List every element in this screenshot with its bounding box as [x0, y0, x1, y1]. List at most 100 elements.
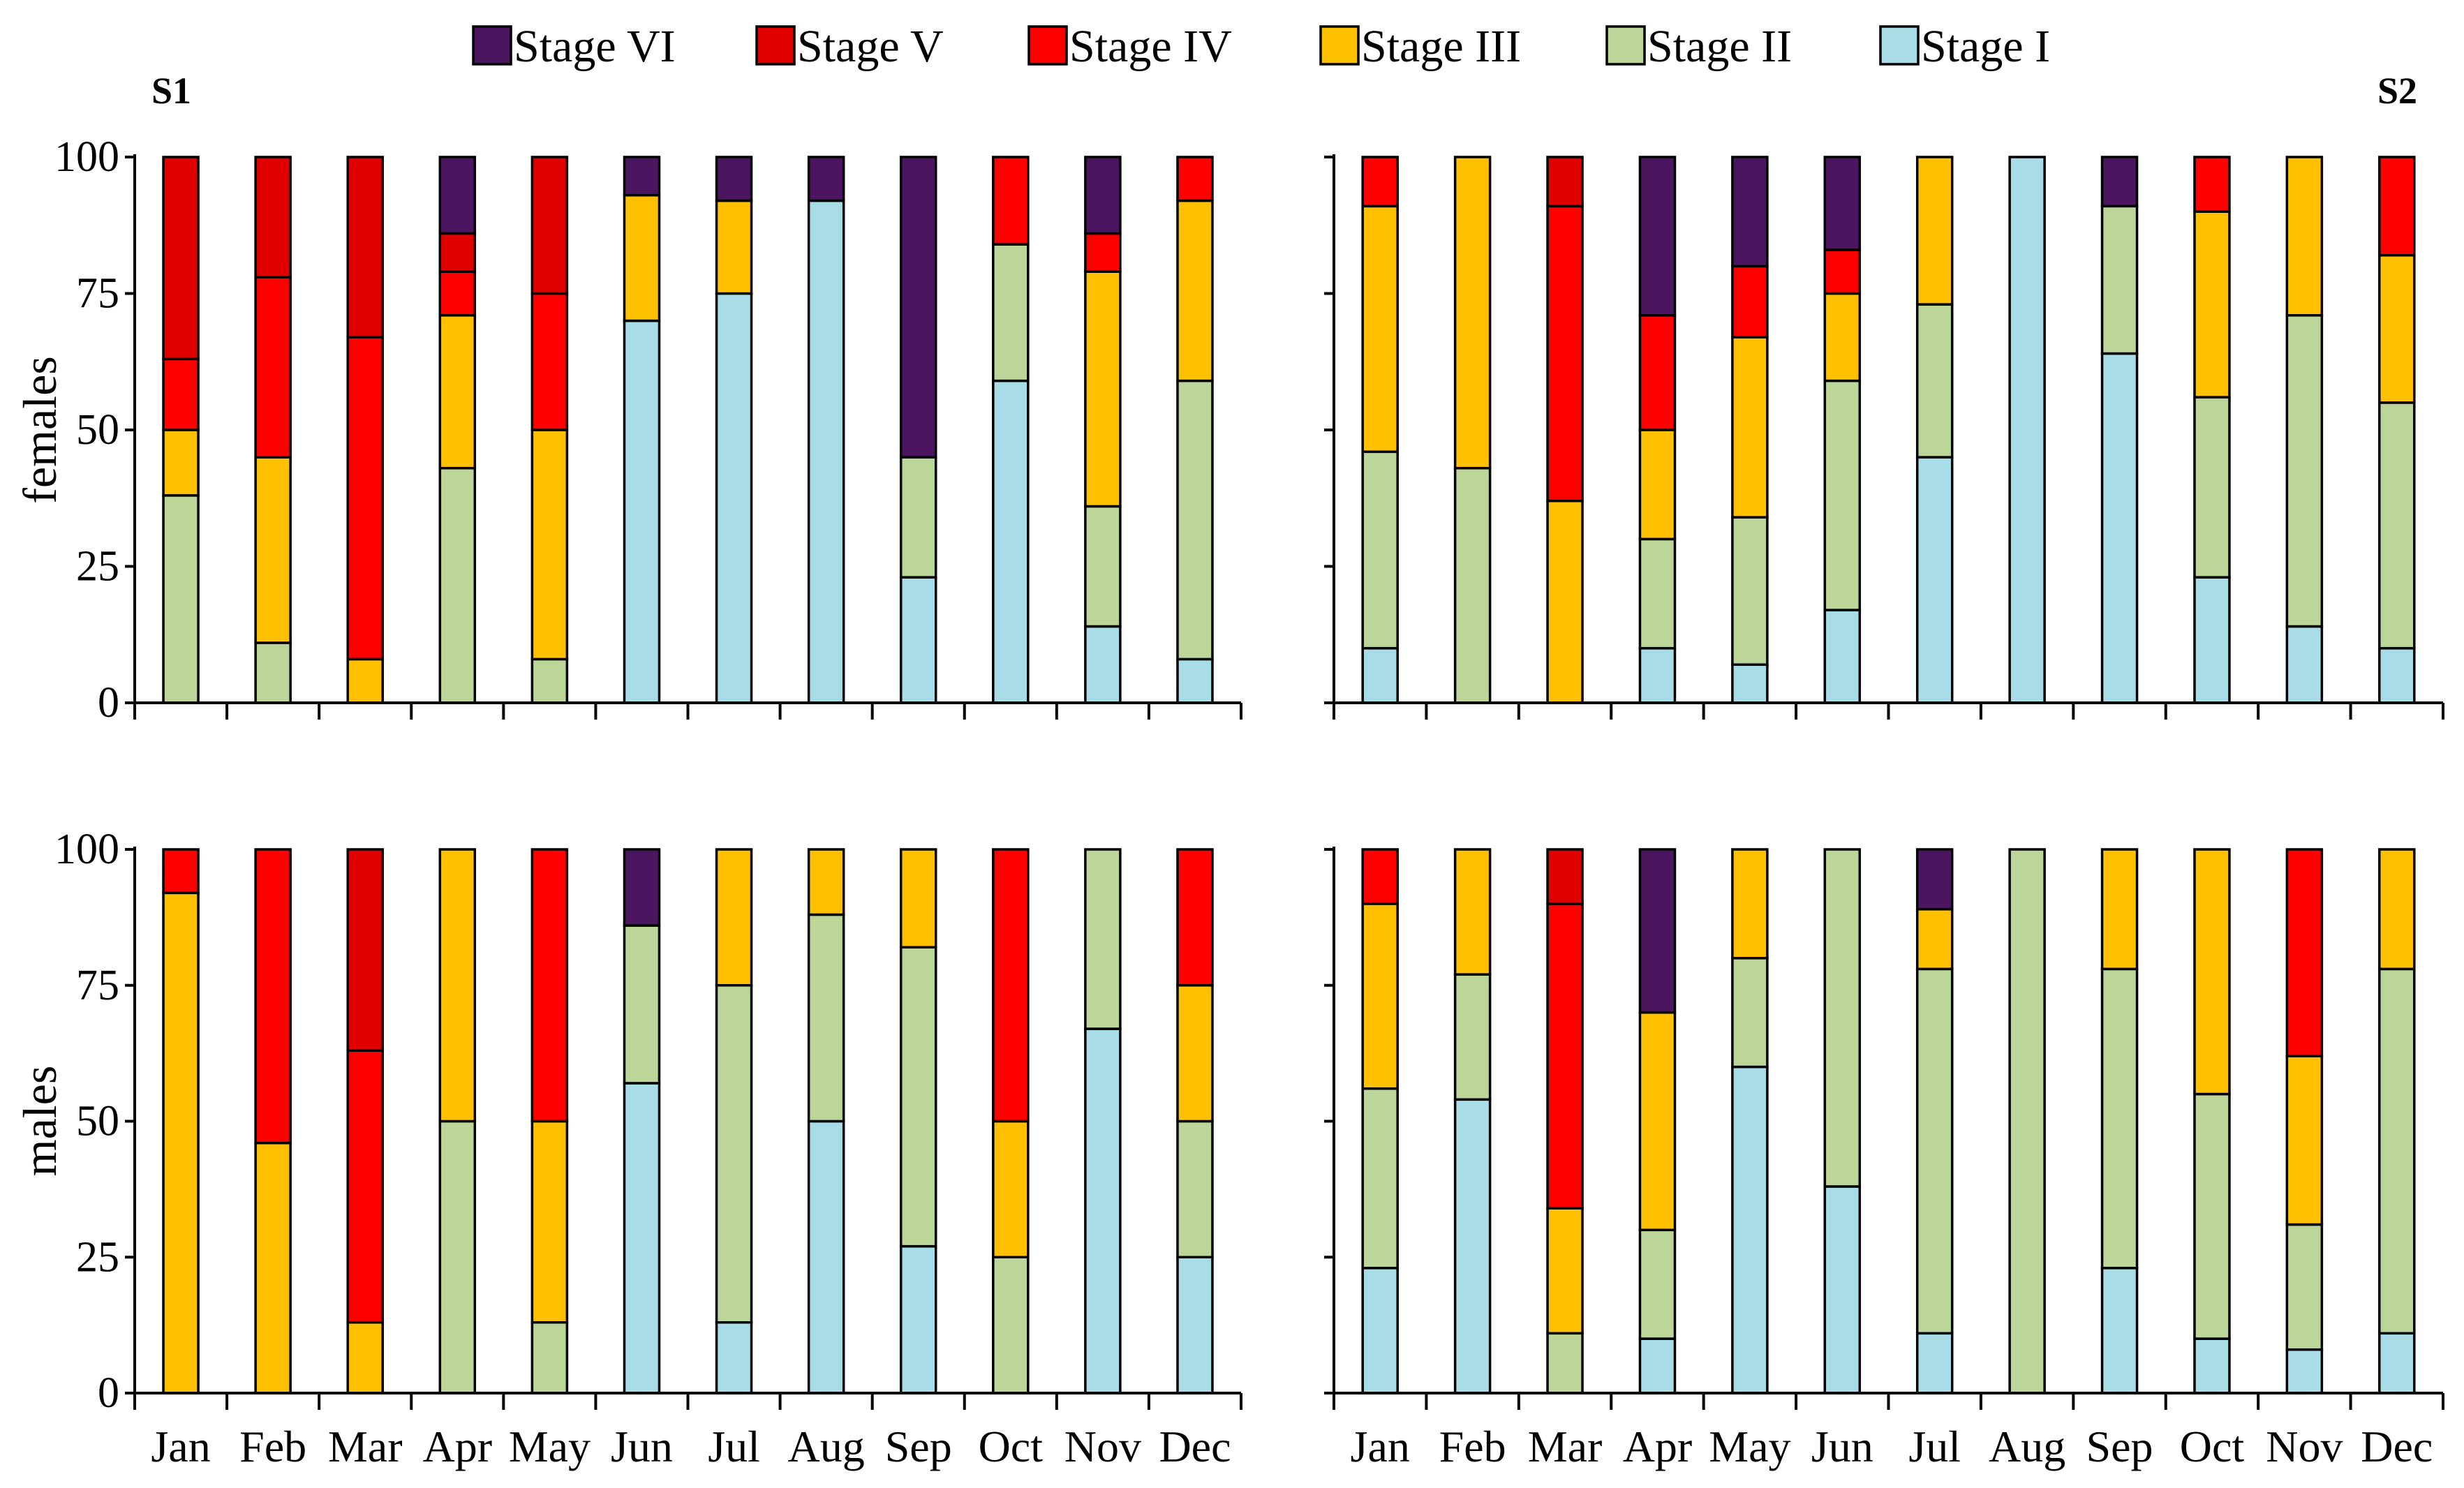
bar-segment-stage-i	[2100, 1267, 2139, 1394]
legend-item-stage-v: Stage V	[755, 21, 944, 72]
bar-segment-stage-iv	[1638, 314, 1677, 431]
bar-may	[1731, 848, 1769, 1394]
bar-segment-stage-iii	[438, 848, 477, 1123]
bar-segment-stage-i	[623, 1082, 661, 1394]
legend-swatch	[1319, 25, 1360, 66]
bar-segment-stage-i	[1638, 1337, 1677, 1394]
bar-segment-stage-i	[2100, 352, 2139, 704]
legend-label: Stage III	[1361, 21, 1521, 72]
bar-segment-stage-ii	[2008, 848, 2046, 1394]
bar-segment-stage-iii	[254, 1141, 292, 1394]
bar-segment-stage-iii	[899, 848, 937, 948]
bar-segment-stage-iv	[992, 156, 1030, 246]
bar-segment-stage-ii	[1915, 967, 1954, 1335]
bar-apr	[1638, 848, 1677, 1394]
bar-segment-stage-ii	[1453, 973, 1492, 1101]
panel-s1-males: 0 25 50 75 100 Jan Feb Mar Apr May Jun Jul Aug Sep Oct…	[13, 826, 1242, 1471]
bar-segment-stage-vi	[623, 848, 661, 927]
bar-segment-stage-iv	[346, 336, 384, 661]
bar-segment-stage-ii	[2193, 1092, 2231, 1340]
bar-segment-stage-ii	[1084, 848, 1122, 1030]
bar-segment-stage-ii	[1176, 1119, 1214, 1258]
bar-segment-stage-ii	[623, 924, 661, 1085]
bar-may	[530, 848, 569, 1394]
bar-jan	[1361, 156, 1399, 704]
legend-label: Stage VI	[514, 21, 676, 72]
bar-segment-stage-ii	[530, 657, 569, 704]
y-axis-label: females	[13, 356, 66, 503]
site-label: S1	[151, 70, 191, 112]
bar-segment-stage-vi	[899, 156, 937, 459]
bar-segment-stage-ii	[1731, 516, 1769, 667]
bar-segment-stage-iii	[346, 1320, 384, 1394]
bar-nov	[1084, 848, 1122, 1394]
y-tick-label: 50	[76, 406, 119, 454]
legend-label: Stage V	[797, 21, 944, 72]
bar-aug	[2008, 156, 2046, 704]
bar-apr	[438, 156, 477, 704]
x-tick-label: Sep	[885, 1422, 952, 1471]
bar-segment-stage-iv	[1176, 156, 1214, 202]
x-tick-label: Feb	[239, 1422, 306, 1471]
bar-segment-stage-i	[1176, 1256, 1214, 1394]
bar-segment-stage-iii	[2285, 156, 2324, 317]
bar-segment-stage-ii	[2378, 401, 2416, 650]
bar-jun	[623, 156, 661, 704]
bar-segment-stage-i	[807, 1119, 845, 1394]
bar-segment-stage-i	[1176, 657, 1214, 704]
bar-segment-stage-iii	[1176, 199, 1214, 382]
bar-segment-stage-iii	[162, 429, 200, 497]
bar-aug	[807, 156, 845, 704]
bar-segment-stage-v	[162, 156, 200, 361]
bar-segment-stage-iv	[346, 1049, 384, 1324]
bar-mar	[1546, 156, 1584, 704]
bar-segment-stage-iii	[2100, 848, 2139, 971]
bar-nov	[2285, 156, 2324, 704]
bar-segment-stage-vi	[1638, 156, 1677, 317]
legend: Stage VI Stage V Stage IV Stage III Stage II…	[472, 21, 2050, 72]
bar-mar	[346, 848, 384, 1394]
bar-segment-stage-iii	[1361, 902, 1399, 1090]
bar-segment-stage-iv	[1361, 156, 1399, 208]
bar-segment-stage-ii	[530, 1320, 569, 1394]
x-tick-label: Apr	[423, 1422, 493, 1471]
bar-segment-stage-iii	[992, 1119, 1030, 1258]
bar-segment-stage-i	[1823, 609, 1862, 704]
bar-segment-stage-iii	[530, 1119, 569, 1324]
y-tick-label: 50	[76, 1098, 119, 1145]
bar-segment-stage-vi	[807, 156, 845, 202]
bar-segment-stage-i	[1731, 663, 1769, 704]
bar-segment-stage-iv	[530, 292, 569, 431]
bar-nov	[2285, 848, 2324, 1394]
bar-segment-stage-ii	[2193, 396, 2231, 579]
bar-segment-stage-iii	[1731, 336, 1769, 519]
y-tick-label: 25	[76, 543, 119, 590]
bar-segment-stage-iii	[1453, 156, 1492, 470]
legend-item-stage-iv: Stage IV	[1027, 21, 1232, 72]
bar-may	[1731, 156, 1769, 704]
bar-segment-stage-iv	[992, 848, 1030, 1123]
bar-segment-stage-iii	[162, 891, 200, 1394]
bar-segment-stage-ii	[1453, 466, 1492, 704]
bar-segment-stage-vi	[715, 156, 753, 202]
bar-segment-stage-iii	[1546, 499, 1584, 704]
bar-segment-stage-ii	[438, 1119, 477, 1394]
bar-segment-stage-v	[438, 232, 477, 273]
bar-oct	[2193, 156, 2231, 704]
panel-s2-females: S2	[1324, 70, 2444, 720]
bar-jan	[162, 848, 200, 1394]
bar-segment-stage-iii	[715, 848, 753, 987]
legend-swatch	[1027, 25, 1068, 66]
y-tick-label: 0	[98, 679, 119, 727]
bar-segment-stage-ii	[438, 466, 477, 704]
bar-segment-stage-iii	[530, 429, 569, 661]
bar-jan	[162, 156, 200, 704]
bar-segment-stage-v	[1546, 156, 1584, 208]
bar-segment-stage-i	[899, 1244, 937, 1394]
bar-oct	[992, 848, 1030, 1394]
bar-segment-stage-vi	[2100, 156, 2139, 208]
bar-segment-stage-ii	[162, 494, 200, 704]
bar-oct	[992, 156, 1030, 704]
bar-segment-stage-i	[1084, 625, 1122, 704]
x-tick-label: Jul	[1908, 1422, 1961, 1471]
